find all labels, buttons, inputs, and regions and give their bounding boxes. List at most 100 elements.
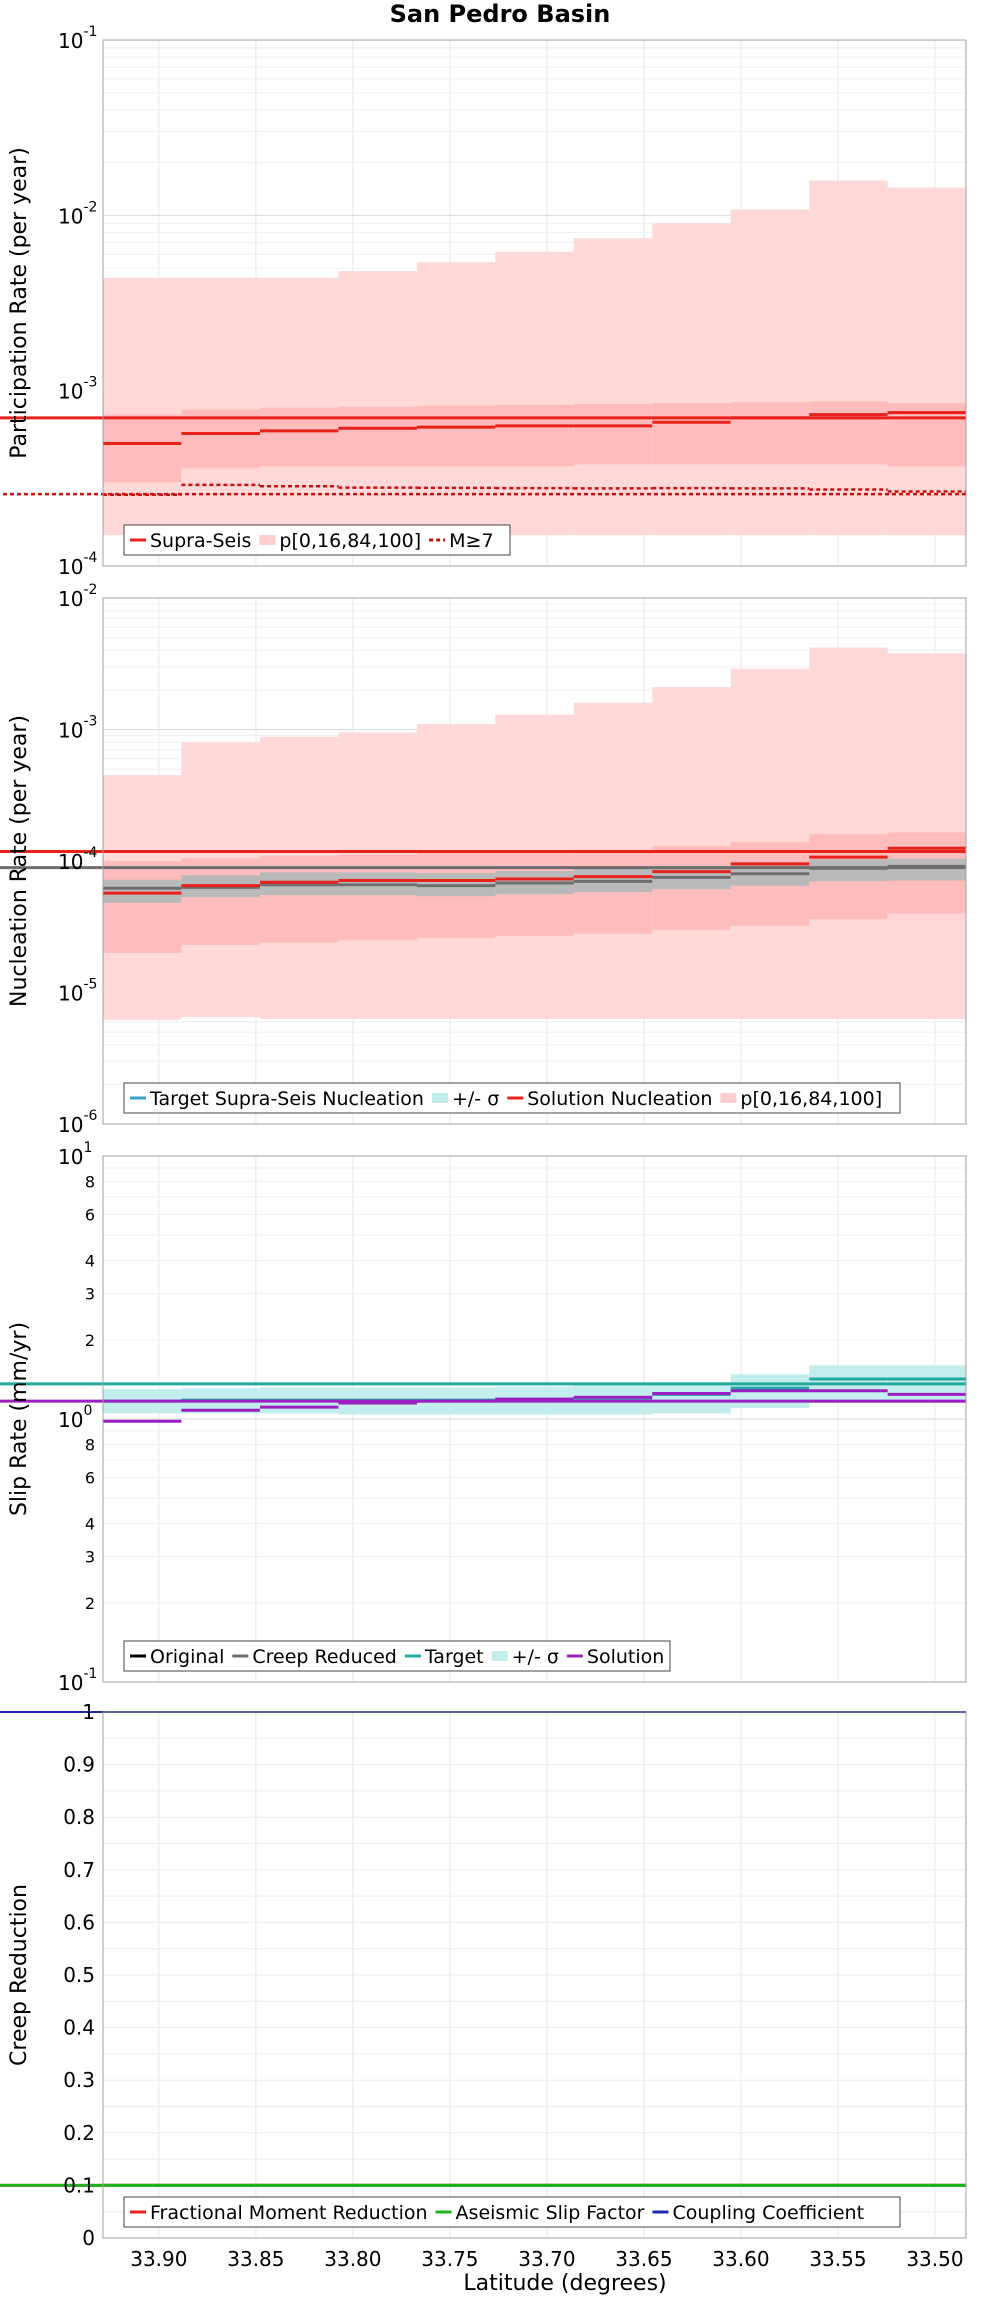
y-tick-label: 10-5 xyxy=(58,977,97,1006)
y-tick-label: 0.9 xyxy=(63,1753,95,1777)
y-tick-label: 10-2 xyxy=(58,582,97,611)
panel-4: 1 0.9 0.8 0.7 0.6 0.5 0.4 0.3 0.2 0.1 0 Creep Reduc… xyxy=(0,1700,967,2250)
chart-title: San Pedro Basin xyxy=(390,0,611,28)
band-2-bin xyxy=(652,403,731,465)
band-2-bin xyxy=(730,402,810,465)
x-tick-label: 33.55 xyxy=(809,2247,866,2271)
y-tick-base: 10 xyxy=(58,1671,83,1695)
x-tick-label: 33.75 xyxy=(421,2247,478,2271)
band-3-bin xyxy=(809,859,888,882)
y-tick-label: 100 xyxy=(58,1403,92,1432)
legend-label: Aseismic Slip Factor xyxy=(456,2202,645,2224)
y-tick-base: 10 xyxy=(58,850,83,874)
plot-frame xyxy=(102,1155,967,1683)
y-tick-label: 0.1 xyxy=(63,2173,95,2197)
legend-swatch xyxy=(259,535,276,545)
x-tick-label: 33.80 xyxy=(324,2247,381,2271)
legend: Fractional Moment Reduction Aseismic Slip… xyxy=(123,2196,901,2228)
legend-label: p[0,16,84,100] xyxy=(740,1088,882,1110)
legend-swatch xyxy=(491,1651,508,1661)
y-tick-base: 10 xyxy=(58,555,83,579)
y-tick-base: 10 xyxy=(58,29,83,53)
y-tick-base: 10 xyxy=(58,719,83,743)
band-2-bin xyxy=(103,861,182,953)
band-2-bin xyxy=(573,403,653,465)
y-tick-exponent: -2 xyxy=(83,582,97,598)
y-tick-label: 0.2 xyxy=(63,2121,95,2145)
band-2-bin xyxy=(103,414,182,483)
band-1-bin xyxy=(103,277,182,536)
y-tick-label: 1 xyxy=(82,1700,95,1724)
y-tick-label: 0.6 xyxy=(63,1910,95,1934)
y-axis-label: Creep Reduction xyxy=(7,1884,32,2066)
y-tick-exponent: -3 xyxy=(83,375,97,391)
legend-label: M≥7 xyxy=(449,530,493,552)
y-tick-label: 0 xyxy=(82,2226,95,2250)
y-tick-label: 101 xyxy=(58,1140,92,1169)
band-1-bin xyxy=(809,647,888,1019)
y-tick-exponent: -1 xyxy=(83,24,97,40)
legend-box xyxy=(123,2196,901,2228)
y-tick-exponent: 1 xyxy=(83,1140,92,1156)
legend-swatch xyxy=(720,1093,737,1103)
y-tick-base: 10 xyxy=(58,380,83,404)
y-tick-base: 10 xyxy=(58,982,83,1006)
legend-label: Creep Reduced xyxy=(252,1646,396,1668)
legend-label: Target xyxy=(424,1646,484,1668)
x-tick-label: 33.50 xyxy=(906,2247,963,2271)
y-tick-label: 10-4 xyxy=(58,845,98,874)
band-1-bin xyxy=(730,209,810,536)
y-tick-base: 10 xyxy=(58,1145,83,1169)
y-tick-exponent: -4 xyxy=(83,550,97,566)
band-1-bin xyxy=(809,180,888,536)
y-minor-tick-label: 4 xyxy=(85,1515,95,1534)
band-2-bin xyxy=(181,409,260,469)
band-3-bin xyxy=(103,879,182,903)
plot-frame xyxy=(102,1711,967,2239)
y-axis-label: Nucleation Rate (per year) xyxy=(7,715,32,1007)
band-1-bin xyxy=(416,262,496,536)
y-minor-tick-label: 3 xyxy=(85,1285,95,1304)
legend-label: Target Supra-Seis Nucleation xyxy=(149,1088,424,1110)
legend-swatch xyxy=(431,1093,448,1103)
y-tick-base: 10 xyxy=(58,1113,83,1137)
x-tick-label: 33.90 xyxy=(130,2247,187,2271)
legend-label: Supra-Seis xyxy=(150,530,251,552)
band-2-bin xyxy=(495,404,574,467)
y-tick-exponent: -6 xyxy=(83,1108,97,1124)
x-tick-label: 33.85 xyxy=(227,2247,284,2271)
legend-label: Solution xyxy=(587,1646,664,1668)
y-minor-tick-label: 3 xyxy=(85,1548,95,1567)
y-tick-label: 0.5 xyxy=(63,1963,95,1987)
x-axis-label: Latitude (degrees) xyxy=(463,2271,666,2296)
legend-label: Coupling Coefficient xyxy=(672,2202,864,2224)
band-1-bin xyxy=(887,187,966,536)
y-tick-label: 10-6 xyxy=(58,1108,98,1137)
y-tick-exponent: -4 xyxy=(83,845,97,861)
y-tick-exponent: 0 xyxy=(83,1403,92,1419)
band-1-bin xyxy=(495,251,574,536)
x-tick-label: 33.65 xyxy=(615,2247,672,2271)
band-2-bin xyxy=(809,401,888,465)
legend-label: +/- σ xyxy=(512,1646,559,1668)
y-minor-tick-label: 8 xyxy=(85,1172,95,1191)
y-minor-tick-label: 6 xyxy=(85,1468,95,1487)
band-1-bin xyxy=(652,223,731,536)
band-1-bin xyxy=(181,277,260,536)
y-tick-label: 10-1 xyxy=(58,1666,97,1695)
y-tick-base: 10 xyxy=(58,1408,83,1432)
y-tick-label: 10-3 xyxy=(58,375,97,404)
band-1-bin xyxy=(338,271,417,536)
y-tick-base: 10 xyxy=(58,587,83,611)
y-tick-label: 10-1 xyxy=(58,24,97,53)
y-tick-exponent: -3 xyxy=(83,714,97,730)
y-tick-label: 0.8 xyxy=(63,1805,95,1829)
y-tick-exponent: -1 xyxy=(83,1666,97,1682)
y-tick-label: 0.7 xyxy=(63,1858,95,1882)
y-tick-base: 10 xyxy=(58,204,83,228)
legend: Target Supra-Seis Nucleation +/- σ Solutio… xyxy=(123,1082,901,1114)
legend-box xyxy=(123,524,511,556)
